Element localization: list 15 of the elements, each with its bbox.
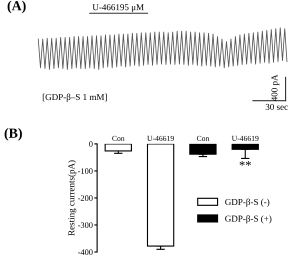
text: 400 pA bbox=[271, 74, 280, 102]
y-tick-label: 0 bbox=[89, 141, 93, 147]
text: U-466195 μM bbox=[92, 4, 144, 12]
y-axis-title: Resting currents(pA) bbox=[68, 160, 76, 236]
chart-title: (A) bbox=[8, 0, 26, 14]
chart-title: (B) bbox=[4, 128, 22, 141]
y-tick-label: -300 bbox=[78, 222, 93, 228]
legend-label: GDP-β-S (+) bbox=[225, 215, 272, 224]
y-tick-label: -100 bbox=[78, 168, 93, 174]
y-tick-label: -200 bbox=[78, 195, 93, 201]
legend-label: GDP-β-S (-) bbox=[225, 198, 270, 207]
y-tick-label: -400 bbox=[78, 249, 93, 255]
text: 30 sec bbox=[266, 104, 288, 110]
annotation: ** bbox=[240, 161, 251, 166]
text: [GDP-β–S 1 mM] bbox=[42, 94, 107, 102]
